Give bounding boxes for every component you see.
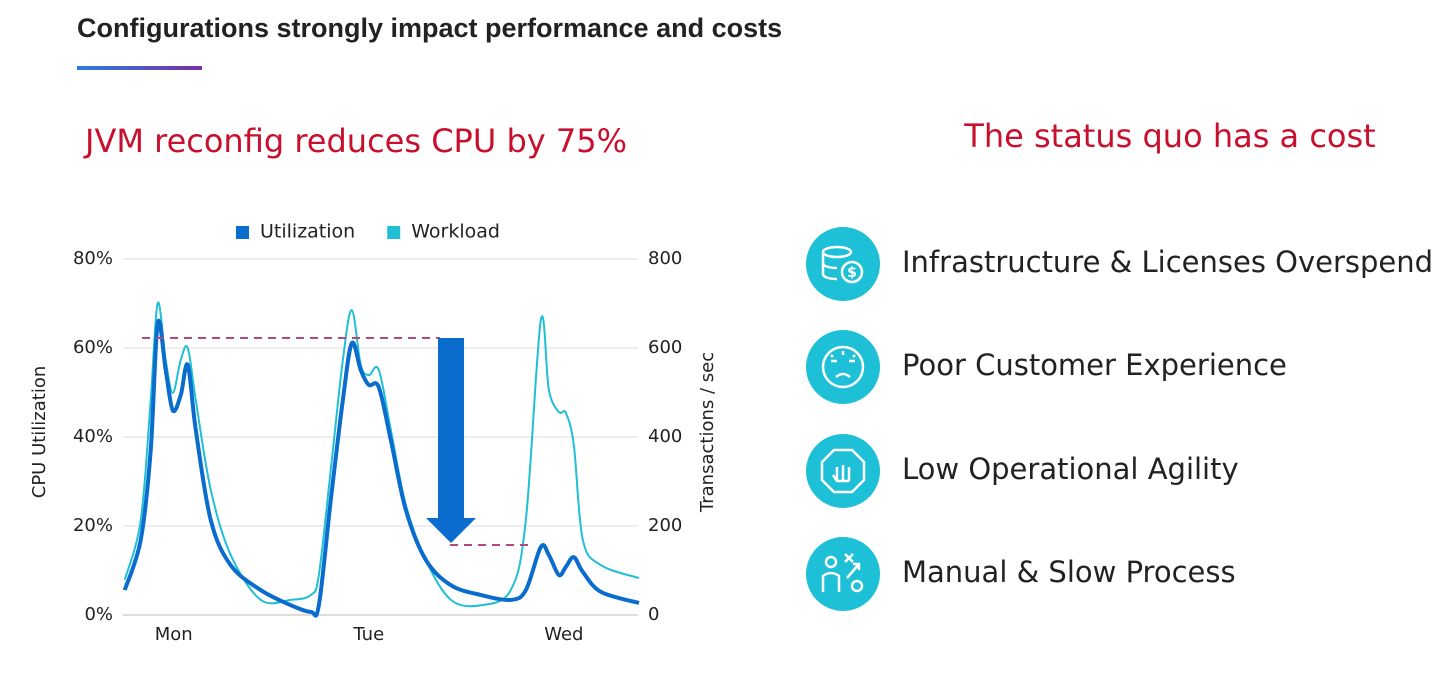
y2-tick-label: 0 xyxy=(648,604,659,625)
legend-label: Utilization xyxy=(260,221,355,243)
series-line xyxy=(123,301,640,608)
icon-stop xyxy=(806,434,880,508)
chart-title: JVM reconfig reduces CPU by 75% xyxy=(83,122,627,160)
slide-title: Configurations strongly impact performan… xyxy=(77,13,782,43)
items: Infrastructure & Licenses Overspend Poor … xyxy=(902,245,1433,589)
y-tick-label: 0% xyxy=(84,604,113,625)
y2-tick-label: 800 xyxy=(648,248,682,269)
y-axis-label: CPU Utilization xyxy=(29,366,50,499)
svg-text:$: $ xyxy=(847,265,857,281)
x-tick-label: Mon xyxy=(155,624,193,645)
icons: $ xyxy=(806,227,880,611)
y-tick-label: 80% xyxy=(73,248,113,269)
y2-tick-label: 600 xyxy=(648,337,682,358)
panel-title: The status quo has a cost xyxy=(963,117,1375,155)
lines xyxy=(122,301,640,618)
arrow-shaft xyxy=(438,338,464,519)
status-item: Low Operational Agility xyxy=(902,452,1239,486)
icon-process xyxy=(806,537,880,611)
y-tick-label: 20% xyxy=(73,515,113,536)
grid: 0% 20% 40% 60% 80% 0 200 400 600 800 Mon Tue Wed Util… xyxy=(73,221,682,646)
icon-customer xyxy=(806,330,880,404)
y-tick-label: 40% xyxy=(73,426,113,447)
y2-tick-label: 200 xyxy=(648,515,682,536)
legend-swatch xyxy=(236,226,249,239)
y-tick-label: 60% xyxy=(73,337,113,358)
legend-label: Workload xyxy=(411,221,500,243)
series-line xyxy=(122,318,640,618)
legend-swatch xyxy=(387,226,401,239)
x-tick-label: Tue xyxy=(352,624,384,645)
status-item: Infrastructure & Licenses Overspend xyxy=(902,245,1433,279)
y2-axis-label: Transactions / sec xyxy=(697,352,718,513)
icon-money: $ xyxy=(806,227,880,301)
status-item: Poor Customer Experience xyxy=(902,348,1287,382)
title-underline xyxy=(77,66,202,70)
x-tick-label: Wed xyxy=(544,624,583,645)
y2-tick-label: 400 xyxy=(648,426,682,447)
arrow-head xyxy=(426,518,476,543)
status-item: Manual & Slow Process xyxy=(902,555,1236,589)
